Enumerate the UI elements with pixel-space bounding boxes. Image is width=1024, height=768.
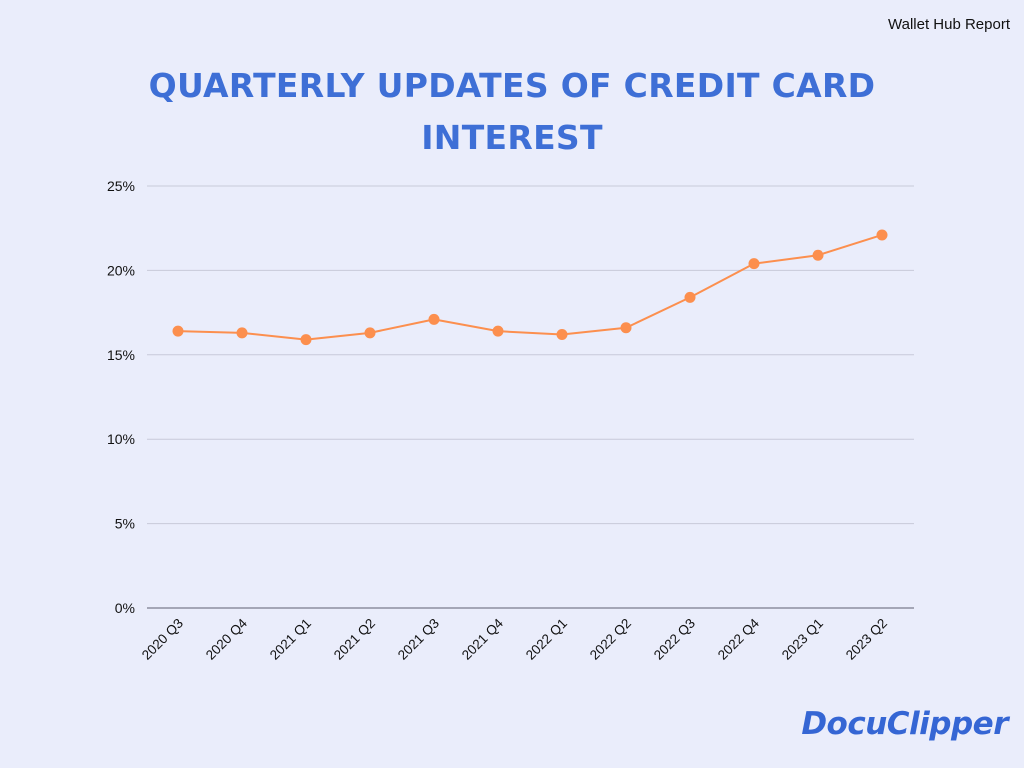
y-tick-label: 15% (107, 347, 135, 363)
x-tick-label: 2022 Q2 (587, 616, 634, 663)
x-tick-label: 2020 Q3 (139, 616, 186, 663)
data-point (172, 325, 184, 337)
y-tick-label: 20% (107, 262, 135, 278)
y-tick-label: 10% (107, 431, 135, 447)
x-tick-label: 2021 Q2 (331, 616, 378, 663)
data-point (812, 249, 824, 261)
x-tick-label: 2021 Q1 (267, 616, 314, 663)
data-point (300, 334, 312, 346)
data-point (748, 258, 760, 270)
y-tick-label: 0% (115, 600, 135, 616)
series-line (177, 233, 883, 341)
x-tick-label: 2023 Q1 (779, 616, 826, 663)
data-point (556, 329, 568, 341)
x-tick-label: 2022 Q3 (651, 616, 698, 663)
y-tick-label: 5% (115, 516, 135, 532)
x-tick-label: 2021 Q4 (459, 615, 507, 663)
data-point (364, 327, 376, 339)
data-point (876, 229, 888, 241)
data-point (236, 327, 248, 339)
data-point (428, 313, 440, 325)
chart-title: QUARTERLY UPDATES OF CREDIT CARD INTERES… (0, 60, 1024, 164)
data-point (620, 322, 632, 334)
chart-title-line-1: QUARTERLY UPDATES OF CREDIT CARD (148, 66, 876, 105)
x-tick-label: 2021 Q3 (395, 616, 442, 663)
x-tick-label: 2022 Q1 (523, 616, 570, 663)
chart-title-line-2: INTEREST (421, 118, 603, 157)
docuclipper-logo: DocuClipper (801, 706, 1008, 742)
y-tick-label: 25% (107, 178, 135, 194)
data-point (492, 325, 504, 337)
x-tick-label: 2022 Q4 (715, 615, 763, 663)
data-point (684, 291, 696, 303)
x-tick-label: 2020 Q4 (203, 615, 251, 663)
source-label: Wallet Hub Report (888, 16, 1010, 33)
x-tick-label: 2023 Q2 (843, 616, 890, 663)
